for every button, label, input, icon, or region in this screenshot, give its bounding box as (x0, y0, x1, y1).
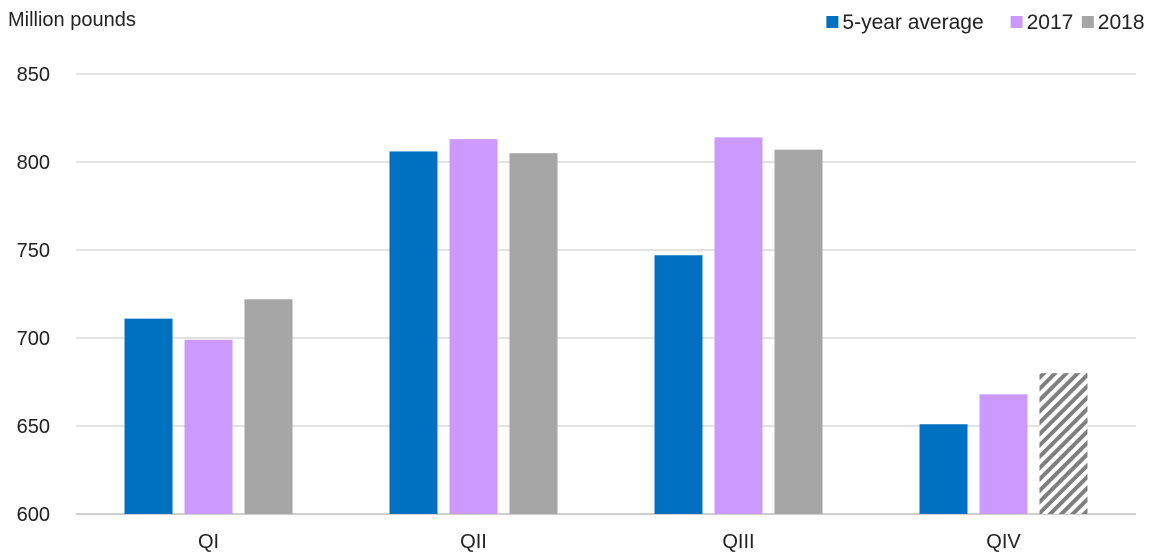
bar-2018-qi (244, 299, 293, 514)
y-tick-label: 700 (17, 328, 50, 350)
y-axis-label: Million pounds (8, 9, 136, 31)
bar-2018-qiv (1039, 373, 1088, 514)
bar-2017-qi (184, 339, 233, 514)
y-tick-label: 800 (17, 152, 50, 174)
legend: 5-year average 2017 2018 (826, 11, 1145, 34)
x-axis-ticks: QI QII QIII QIV (198, 531, 1021, 553)
bar-2018-qii (509, 153, 558, 514)
bar-5-year-average-qii (389, 151, 438, 514)
bar-5-year-average-qiv (919, 424, 968, 514)
bars (124, 137, 1088, 515)
legend-swatch (826, 16, 839, 28)
legend-label: 2018 (1098, 11, 1145, 34)
bar-5-year-average-qiii (654, 255, 703, 514)
y-axis-ticks: 600 650 700 750 800 850 (17, 64, 50, 526)
legend-swatch (1010, 16, 1023, 28)
y-tick-label: 600 (17, 504, 50, 526)
bar-2017-qiv (979, 394, 1028, 514)
bar-2018-qiii (774, 149, 823, 514)
y-tick-label: 650 (17, 416, 50, 438)
bar-5-year-average-qi (124, 318, 173, 514)
x-tick-label: QIII (722, 531, 754, 553)
x-tick-label: QIV (986, 531, 1021, 553)
y-tick-label: 750 (17, 240, 50, 262)
x-tick-label: QII (460, 531, 487, 553)
x-tick-label: QI (198, 531, 219, 553)
gridlines (76, 73, 1136, 515)
legend-swatch (1081, 16, 1094, 28)
y-tick-label: 850 (17, 64, 50, 86)
legend-label: 5-year average (842, 11, 983, 34)
bar-2017-qii (449, 139, 498, 514)
legend-label: 2017 (1027, 11, 1074, 34)
bar-2017-qiii (714, 137, 763, 515)
